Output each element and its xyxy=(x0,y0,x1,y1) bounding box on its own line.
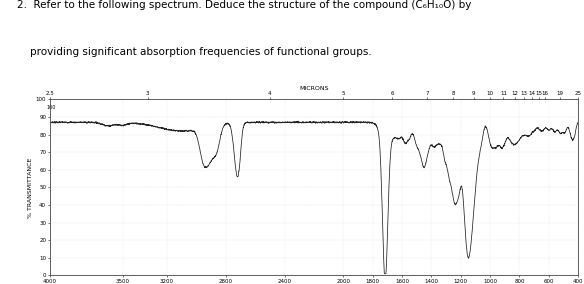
Y-axis label: % TRANSMITTANCE: % TRANSMITTANCE xyxy=(28,157,33,218)
Text: 100: 100 xyxy=(47,105,56,110)
X-axis label: MICRONS: MICRONS xyxy=(299,85,329,91)
Text: 2.  Refer to the following spectrum. Deduce the structure of the compound (C₆H₁₀: 2. Refer to the following spectrum. Dedu… xyxy=(18,0,472,10)
Text: providing significant absorption frequencies of functional groups.: providing significant absorption frequen… xyxy=(18,47,372,57)
